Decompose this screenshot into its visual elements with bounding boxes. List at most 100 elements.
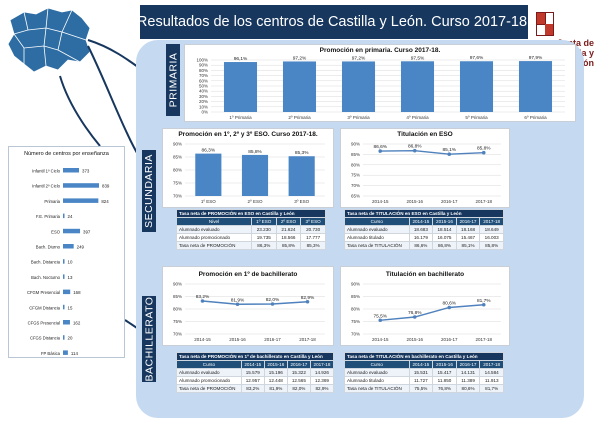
section-tab-secundaria: SECUNDARIA <box>142 150 156 232</box>
bar <box>195 153 222 196</box>
data-label: 81,7% <box>477 298 491 304</box>
table-row: Alumnado promocionado 12.957 12.448 12.565 1… <box>176 376 335 385</box>
table-header-row: Curso 2014-15 2015-16 2016-17 2017-18 <box>344 360 504 369</box>
section-tab-bachillerato: BACHILLERATO <box>142 296 156 382</box>
table-header-cell: 1º ESO <box>250 217 277 226</box>
table-cell: 11.850 <box>432 376 457 385</box>
table-cell: 19.735 <box>250 233 277 242</box>
data-point <box>270 302 275 306</box>
table-caption: Tasa neta de TITULACIÓN en ESO en Castil… <box>344 209 504 218</box>
bach-titulacion-table: Tasa neta de TITULACIÓN en bachillerato … <box>344 352 504 404</box>
table-cell: 18.649 <box>479 225 504 234</box>
x-tick-label: 3º ESO <box>294 199 309 204</box>
eso-promocion-chart-panel: Promoción en 1º, 2º y 3º ESO. Curso 2017… <box>162 128 334 208</box>
table-header-cell: 2017-18 <box>479 217 504 226</box>
table-header-cell: 2014-15 <box>408 217 434 226</box>
table-cell: 15.196 <box>263 368 288 377</box>
y-tick-label: 80% <box>351 162 360 167</box>
x-tick-label: 2016-17 <box>441 199 458 204</box>
table-caption: Tasa neta de PROMOCIÓN en ESO en Castill… <box>176 209 326 218</box>
table-cell: 17.777 <box>300 233 326 242</box>
x-tick-label: 1º ESO <box>201 199 216 204</box>
section-tab-primaria: PRIMARIA <box>166 44 180 116</box>
table-header-cell: 2016-17 <box>455 360 481 369</box>
bar <box>241 154 269 196</box>
y-tick-label: 75% <box>173 181 182 186</box>
centros-value: 839 <box>102 184 110 189</box>
centros-bar <box>63 198 99 203</box>
y-tick-label: 85% <box>173 155 182 160</box>
y-tick-label: 85% <box>351 152 360 157</box>
page-title: Resultados de los centros de Castilla y … <box>137 5 531 39</box>
table-cell: 15.531 <box>408 368 434 377</box>
bar <box>288 156 315 196</box>
data-label: 76,8% <box>408 310 422 316</box>
table-cell: 23.230 <box>250 225 277 234</box>
table-row: Alumnado evaluado 23.230 21.624 20.730 <box>176 225 326 234</box>
table-header-cell: 2017-18 <box>479 360 504 369</box>
table-header-cell: 2017-18 <box>309 360 335 369</box>
x-tick-label: 2016-17 <box>441 337 458 342</box>
centros-value: 13 <box>68 275 73 280</box>
y-tick-label: 20% <box>199 99 208 104</box>
table-cell: 85,8% <box>275 241 302 250</box>
x-tick-label: 2015-16 <box>406 199 423 204</box>
y-tick-label: 85% <box>173 294 182 299</box>
data-label: 97,2% <box>352 55 366 61</box>
y-tick-label: 65% <box>351 194 360 199</box>
data-point <box>412 315 417 319</box>
centros-label: Primaria <box>44 199 60 204</box>
table-header-cell: 2015-16 <box>432 360 457 369</box>
centros-bar <box>63 244 74 249</box>
table-cell: 15.417 <box>432 368 457 377</box>
centros-label: CFGM Presencial <box>27 290 60 295</box>
bach-titulacion-chart: 70% 75% 80% 85% 90% 2014-15 2015-16 2016-17 2017… <box>351 282 501 342</box>
y-tick-label: 90% <box>173 142 182 147</box>
table-row: Tasa neta de PROMOCIÓN 86,3% 85,8% 85,3% <box>176 241 326 250</box>
table-cell: 18.566 <box>275 233 302 242</box>
table-caption: Tasa neta de PROMOCIÓN en 1º de bachille… <box>176 352 334 361</box>
table-cell: 12.369 <box>309 376 335 385</box>
y-tick-label: 30% <box>199 94 208 99</box>
x-tick-label: 2014-15 <box>194 337 211 342</box>
table-row: Alumnado titulado 16.179 16.075 15.467 16.00… <box>344 233 504 242</box>
x-tick-label: 1º Primaria <box>229 115 252 120</box>
centros-label: Bach. Diurno <box>36 245 61 250</box>
bar <box>518 61 553 112</box>
table-cell: 18.168 <box>455 225 481 234</box>
x-tick-label: 6º Primaria <box>524 115 547 120</box>
table-cell: 85,8% <box>479 241 504 250</box>
chart-title: Promoción en 1º de bachillerato <box>198 271 298 278</box>
y-tick-label: 90% <box>199 63 208 68</box>
centros-value: 24 <box>68 214 73 219</box>
table-cell: 81,9% <box>263 384 288 393</box>
bach-titulacion-chart-panel: Titulación en bachillerato 70% 75% 80% 85% 9… <box>340 266 510 346</box>
data-label: 97,9% <box>529 55 543 61</box>
table-row: Tasa neta de TITULACIÓN 75,5% 76,8% 80,6% 81… <box>344 384 504 393</box>
y-tick-label: 80% <box>199 68 208 73</box>
table-header-cell: Curso <box>176 360 242 369</box>
centros-value: 15 <box>68 305 73 310</box>
centros-value: 162 <box>73 321 81 326</box>
centros-value: 249 <box>77 245 85 250</box>
table-row: Tasa neta de TITULACIÓN 86,6% 86,8% 85,1% 85… <box>344 241 504 250</box>
y-tick-label: 80% <box>173 307 182 312</box>
data-point <box>447 305 452 310</box>
data-label: 97,5% <box>411 55 425 61</box>
data-point <box>481 150 486 155</box>
data-point <box>447 152 452 156</box>
x-tick-label: 2017-18 <box>475 337 492 342</box>
table-cell: Alumnado titulado <box>344 233 410 242</box>
centros-label: ESO <box>51 229 61 234</box>
data-label: 82,0% <box>266 297 280 303</box>
table-header-cell: 2015-16 <box>432 217 457 226</box>
table-cell: 15.467 <box>455 233 481 242</box>
x-tick-label: 2015-16 <box>406 337 423 342</box>
table-cell: Tasa neta de TITULACIÓN <box>344 241 410 250</box>
table-cell: Alumnado evaluado <box>176 368 242 377</box>
data-label: 97,2% <box>293 55 307 61</box>
centros-bar <box>63 168 80 173</box>
data-label: 75,5% <box>373 313 387 319</box>
table-cell: 18.683 <box>408 225 434 234</box>
bach-promocion-table: Tasa neta de PROMOCIÓN en 1º de bachille… <box>176 352 335 404</box>
